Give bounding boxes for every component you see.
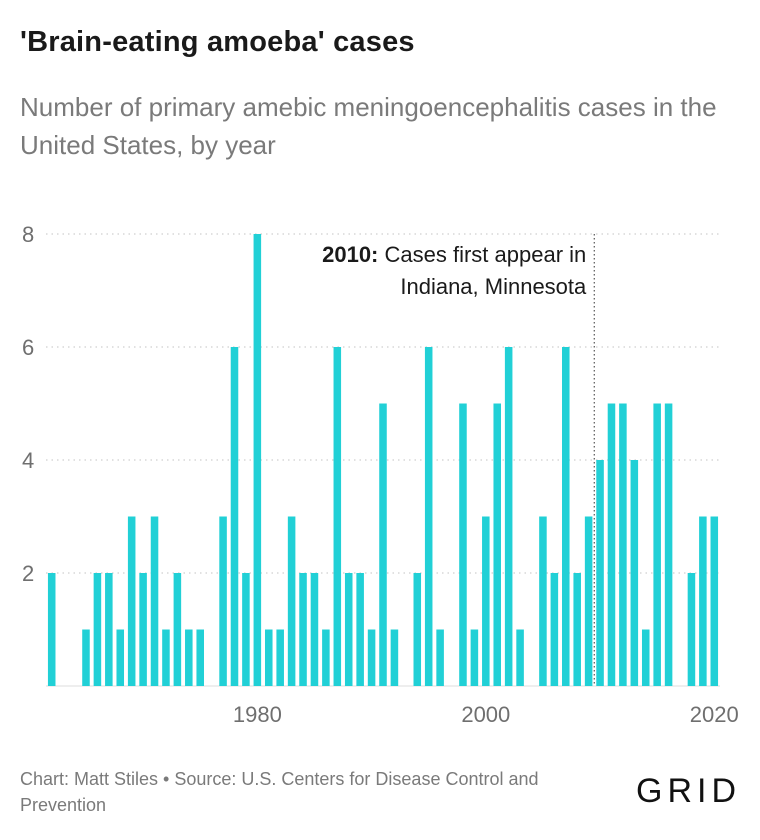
y-tick-label: 8 xyxy=(22,222,34,247)
bar-1988 xyxy=(344,573,353,686)
bar-1962 xyxy=(47,573,56,686)
bar-2012 xyxy=(619,403,627,686)
bar-1982 xyxy=(276,629,284,686)
bar-1970 xyxy=(139,573,147,686)
bar-1987 xyxy=(333,347,342,686)
bar-1966 xyxy=(93,573,102,686)
bar-2006 xyxy=(550,573,559,686)
y-axis-ticks: 2 4 6 8 xyxy=(22,222,34,586)
bar-1973 xyxy=(173,573,182,686)
bar-1991 xyxy=(379,403,387,686)
annotation: 2010: Cases first appear in Indiana, Minn… xyxy=(322,234,595,686)
bar-2009 xyxy=(584,516,593,686)
bar-2015 xyxy=(653,403,661,686)
chart-title: 'Brain-eating amoeba' cases xyxy=(20,26,415,58)
bar-1992 xyxy=(390,629,399,686)
bar-2010 xyxy=(596,460,604,686)
bar-1974 xyxy=(185,629,193,686)
bar-1984 xyxy=(299,573,307,686)
x-tick-label: 2020 xyxy=(690,702,739,727)
bar-1971 xyxy=(150,516,159,686)
bar-2019 xyxy=(699,516,707,686)
bar-2000 xyxy=(482,516,490,686)
annotation-year: 2010: xyxy=(322,242,378,267)
y-tick-label: 2 xyxy=(22,561,34,586)
y-tick-label: 6 xyxy=(22,335,34,360)
annotation-line-1: 2010: Cases first appear in xyxy=(322,242,586,267)
bar-2020 xyxy=(710,516,719,686)
bar-2005 xyxy=(539,516,547,686)
x-tick-label: 1980 xyxy=(233,702,282,727)
bar-1969 xyxy=(127,516,136,686)
annotation-line-2: Indiana, Minnesota xyxy=(400,274,587,299)
bar-1977 xyxy=(219,516,227,686)
bar-1968 xyxy=(116,629,125,686)
bar-1983 xyxy=(287,516,296,686)
bar-2014 xyxy=(641,629,650,686)
bar-2007 xyxy=(562,347,570,686)
bar-2018 xyxy=(687,573,696,686)
bar-1981 xyxy=(264,629,273,686)
bar-1975 xyxy=(196,629,204,686)
y-tick-label: 4 xyxy=(22,448,34,473)
bar-1980 xyxy=(253,234,262,686)
grid-logo: GRID xyxy=(636,772,741,810)
bar-1978 xyxy=(230,347,239,686)
annotation-text: Cases first appear in xyxy=(378,242,586,267)
bar-2016 xyxy=(664,403,673,686)
bar-chart: 2 4 6 8 1980 2000 2020 2010: Cases first appe… xyxy=(22,222,739,727)
bar-1965 xyxy=(82,629,90,686)
bar-2001 xyxy=(493,403,502,686)
bar-1985 xyxy=(310,573,319,686)
bar-2013 xyxy=(630,460,639,686)
bar-1996 xyxy=(436,629,444,686)
bar-1972 xyxy=(162,629,170,686)
x-tick-label: 2000 xyxy=(461,702,510,727)
bar-2011 xyxy=(607,403,616,686)
bar-1989 xyxy=(356,573,364,686)
bar-1979 xyxy=(242,573,250,686)
bar-1995 xyxy=(424,347,433,686)
bars xyxy=(47,234,719,686)
bar-2003 xyxy=(516,629,524,686)
bar-2002 xyxy=(504,347,513,686)
x-axis-ticks: 1980 2000 2020 xyxy=(233,702,739,727)
bar-1986 xyxy=(322,629,330,686)
bar-1967 xyxy=(105,573,113,686)
bar-1999 xyxy=(470,629,479,686)
chart-subtitle: Number of primary amebic meningoencephal… xyxy=(20,92,717,160)
chart-credit: Chart: Matt Stiles • Source: U.S. Center… xyxy=(20,769,539,815)
bar-1990 xyxy=(367,629,376,686)
bar-1998 xyxy=(459,403,467,686)
bar-2008 xyxy=(573,573,581,686)
bar-1994 xyxy=(413,573,422,686)
